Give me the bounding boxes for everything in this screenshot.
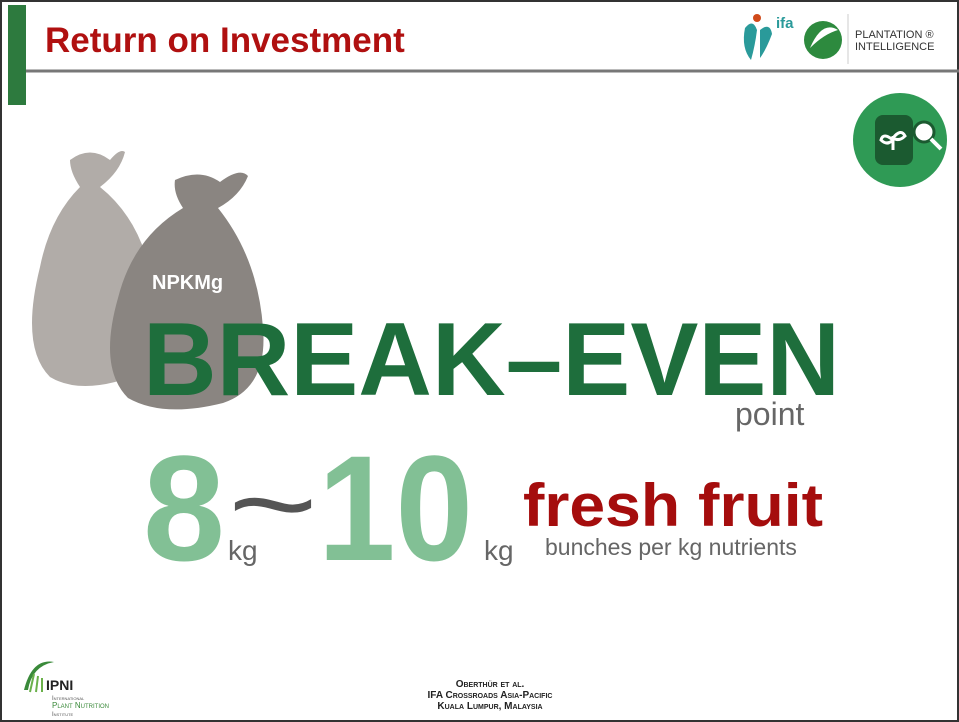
slide: Return on Investment ifa PLANTATION ® IN… (0, 0, 959, 722)
range-separator: ~ (228, 437, 318, 571)
ipni-line: Institute (52, 712, 74, 718)
footer-line: IFA Crossroads Asia-Pacific (428, 690, 553, 701)
result-label: fresh fruit (523, 472, 823, 539)
ipni-name: IPNI (46, 677, 73, 693)
footer-line: Oberthür et al. (456, 679, 525, 690)
result-sub: bunches per kg nutrients (545, 534, 797, 560)
nutrient-icon (853, 93, 947, 187)
range-high: 10 (318, 424, 473, 592)
range-unit: kg (484, 535, 514, 566)
ifa-text: ifa (776, 15, 794, 32)
headline-sub: point (735, 396, 805, 432)
logo-line-2: INTELLIGENCE (855, 41, 934, 53)
ipni-line: Plant Nutrition (52, 701, 109, 710)
sack-label: NPKMg (152, 272, 223, 294)
accent-bar (8, 5, 26, 105)
slide-title: Return on Investment (45, 21, 405, 60)
footer-line: Kuala Lumpur, Malaysia (437, 701, 542, 712)
range-low: 8 (143, 424, 225, 592)
logo-line-1: PLANTATION ® (855, 29, 934, 41)
